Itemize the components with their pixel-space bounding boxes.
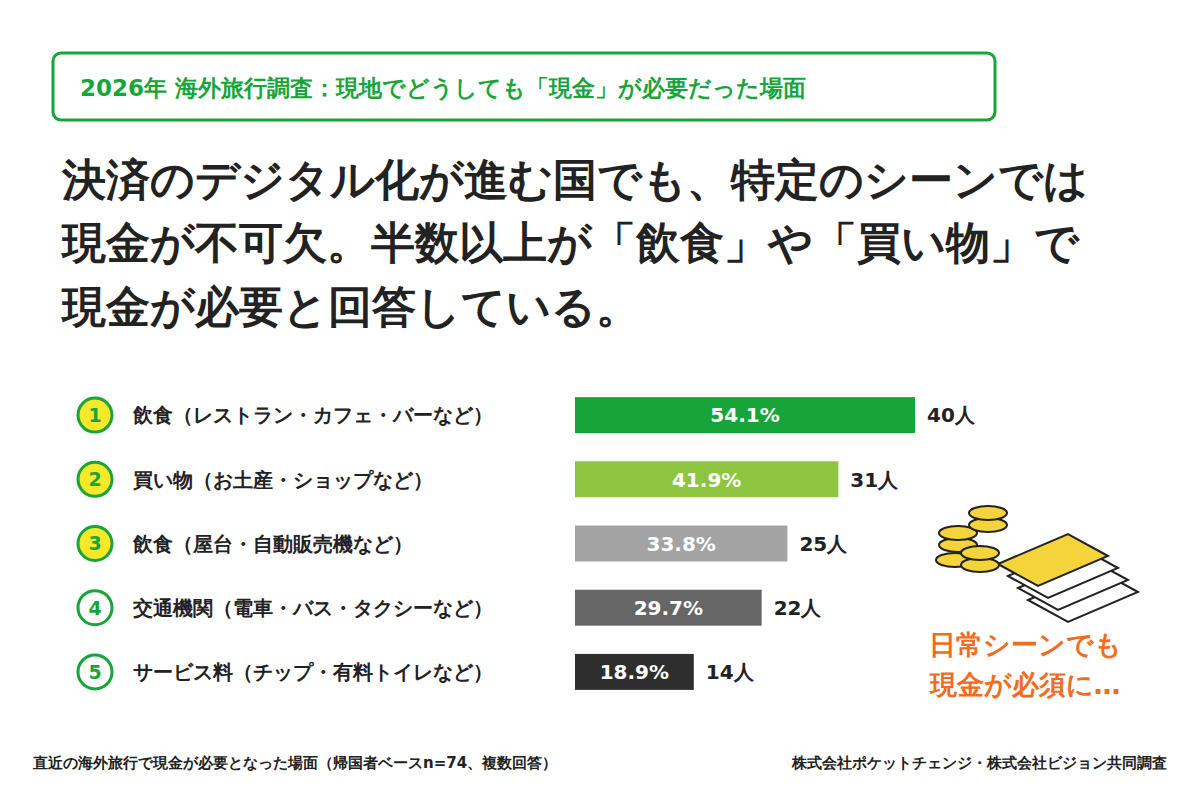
data-label: 33.8% bbox=[647, 532, 716, 556]
count-label: 40人 bbox=[927, 403, 976, 427]
category-label: サービス料（チップ・有料トイレなど） bbox=[133, 660, 493, 684]
category-label: 交通機関（電車・バス・タクシーなど） bbox=[132, 596, 493, 620]
data-label: 54.1% bbox=[710, 403, 779, 427]
bar bbox=[575, 461, 838, 497]
source: 株式会社ポケットチェンジ・株式会社ビジョン共同調査 bbox=[791, 754, 1167, 772]
bar bbox=[575, 526, 787, 562]
labels: 54.1% 40人 41.9% 31人 33.8% 25人 29.7% 22人 18.9% 14人 bbox=[600, 403, 976, 684]
rank-label: 3 bbox=[88, 532, 101, 554]
annotation: 現金が必須に… bbox=[929, 669, 1121, 700]
coin bbox=[961, 546, 999, 560]
rank-badge bbox=[78, 398, 112, 432]
money-icon bbox=[936, 506, 1138, 622]
bar bbox=[575, 397, 915, 433]
bars bbox=[575, 397, 915, 690]
rank-label: 5 bbox=[88, 661, 101, 683]
count-label: 31人 bbox=[850, 468, 899, 492]
data-label: 18.9% bbox=[600, 660, 669, 684]
chart: 2026年 海外旅行調査：現地でどうしても「現金」が必要だった場面決済のデジタル… bbox=[0, 0, 1200, 800]
category-label: 飲食（屋台・自動販売機など） bbox=[132, 532, 413, 556]
count-label: 25人 bbox=[799, 532, 848, 556]
subtitle: 現金が不可欠。半数以上が「飲食」や「買い物」で bbox=[60, 217, 1080, 268]
category-label: 買い物（お土産・ショップなど） bbox=[132, 468, 433, 492]
rank-badge bbox=[78, 527, 112, 561]
annotation: 日常シーンでも bbox=[929, 629, 1122, 660]
count-label: 14人 bbox=[706, 660, 755, 684]
rank-badge bbox=[78, 655, 112, 689]
bar bbox=[575, 590, 762, 626]
data-label: 29.7% bbox=[634, 596, 703, 620]
footnote: 直近の海外旅行で現金が必要となった場面（帰国者ベースn=74、複数回答） bbox=[32, 754, 557, 772]
title: 2026年 海外旅行調査：現地でどうしても「現金」が必要だった場面 bbox=[80, 75, 806, 101]
bill bbox=[998, 534, 1108, 586]
rank-label: 2 bbox=[88, 468, 101, 490]
count-label: 22人 bbox=[774, 596, 823, 620]
subtitle: 現金が必要と回答している。 bbox=[60, 281, 640, 332]
coin bbox=[969, 506, 1007, 520]
subtitle: 決済のデジタル化が進む国でも、特定のシーンでは bbox=[61, 154, 1088, 205]
rank-label: 1 bbox=[88, 404, 101, 426]
rank-label: 4 bbox=[88, 597, 101, 619]
title-box bbox=[53, 53, 995, 120]
data-label: 41.9% bbox=[672, 468, 741, 492]
rank-badge bbox=[78, 462, 112, 496]
bar bbox=[575, 654, 694, 690]
category-label: 飲食（レストラン・カフェ・バーなど） bbox=[132, 403, 493, 427]
rank-badge bbox=[78, 591, 112, 625]
